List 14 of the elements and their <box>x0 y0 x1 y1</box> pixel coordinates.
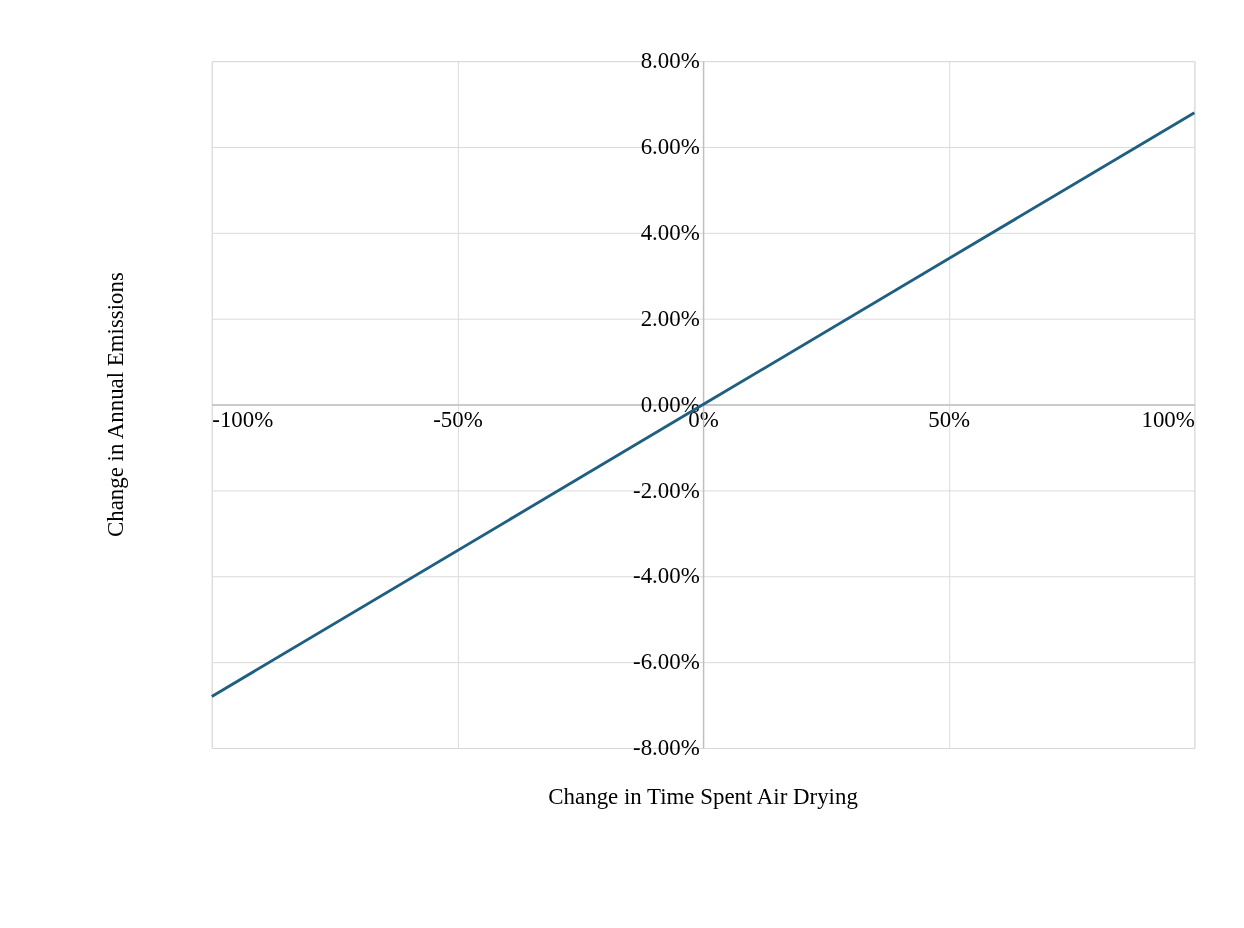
y-tick-label: 6.00% <box>640 134 700 160</box>
x-tick-label: 50% <box>928 407 971 432</box>
y-tick-label: -6.00% <box>633 649 700 675</box>
y-tick-label: -2.00% <box>633 477 700 503</box>
x-tick-label: -100% <box>212 407 274 432</box>
y-axis-title: Change in Annual Emissions <box>103 272 129 538</box>
y-tick-label: -4.00% <box>633 563 700 589</box>
x-axis-title: Change in Time Spent Air Drying <box>548 784 858 810</box>
y-tick-label: 4.00% <box>640 220 700 246</box>
y-tick-label: 8.00% <box>640 48 700 74</box>
x-tick-label: 100% <box>1141 407 1195 432</box>
x-tick-label: -50% <box>433 407 483 432</box>
y-tick-label: 2.00% <box>640 305 700 331</box>
y-tick-label: -8.00% <box>633 735 700 761</box>
